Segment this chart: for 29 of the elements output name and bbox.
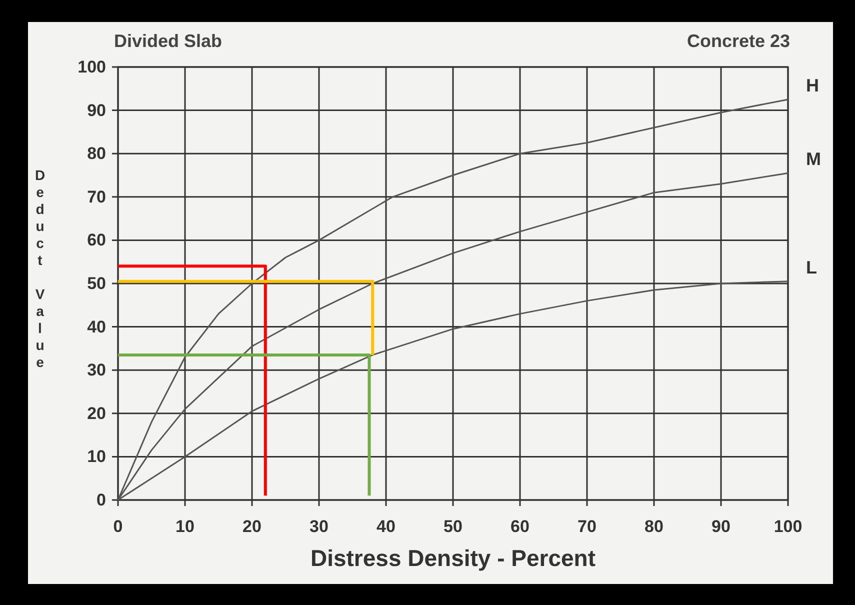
chart-subtitle: Concrete 23	[686, 31, 790, 51]
y-tick-label: 70	[87, 187, 106, 206]
x-tick-label: 10	[176, 517, 194, 536]
y-tick-label: 0	[96, 490, 106, 510]
chart-title: Divided Slab	[114, 31, 222, 51]
x-tick-label: 80	[644, 517, 664, 536]
y-tick-label: 20	[87, 404, 106, 423]
x-tick-label: 0	[113, 517, 123, 536]
x-tick-label: 50	[444, 517, 462, 536]
x-tick-label: 90	[712, 517, 730, 536]
x-tick-label: 20	[242, 517, 262, 536]
x-tick-label: 70	[578, 517, 596, 536]
x-tick-label: 100	[774, 517, 802, 536]
y-tick-label: 40	[87, 317, 106, 336]
y-tick-label: 10	[87, 447, 106, 466]
y-tick-label: 90	[87, 100, 106, 120]
y-tick-label: 100	[78, 57, 106, 76]
y-tick-label: 30	[87, 360, 106, 380]
series-label: M	[806, 149, 821, 170]
text: Deduct Value	[34, 167, 46, 370]
x-tick-label: 60	[510, 517, 530, 536]
x-tick-label: 40	[376, 517, 396, 536]
x-tick-label: 30	[310, 517, 328, 536]
y-tick-label: 50	[87, 274, 106, 293]
series-label: H	[806, 75, 819, 96]
series-label: L	[806, 257, 817, 278]
y-tick-label: 60	[87, 230, 106, 250]
y-tick-label: 80	[87, 144, 106, 164]
x-axis-title: Distress Density - Percent	[310, 545, 596, 571]
